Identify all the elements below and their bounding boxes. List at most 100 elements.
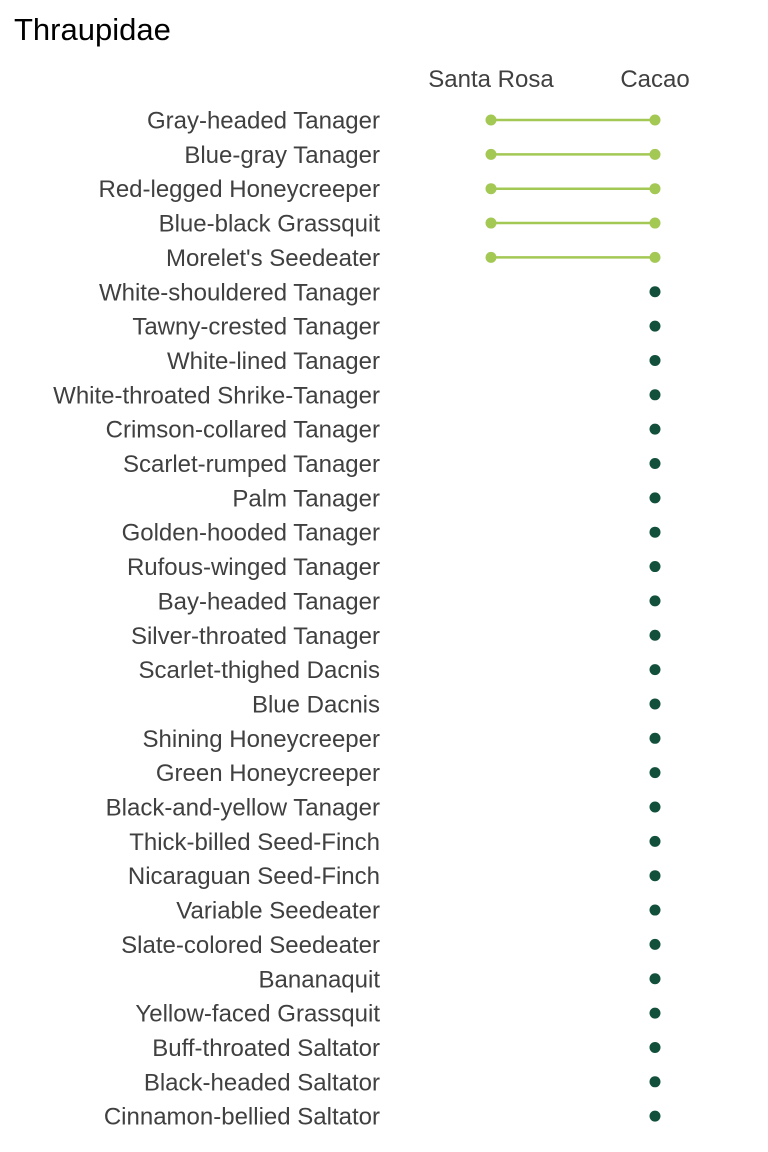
species-label: Morelet's Seedeater [166,245,380,272]
species-row-blue-gray-tanager: Blue-gray Tanager [184,142,661,169]
species-row-scarlet-thighed-dacnis: Scarlet-thighed Dacnis [139,657,661,684]
point-cacao [649,767,661,779]
species-row-red-legged-honeycreeper: Red-legged Honeycreeper [98,176,661,203]
point-cacao [649,1110,661,1122]
species-label: Blue-black Grassquit [159,211,381,238]
point-cacao [649,251,661,263]
species-row-black-headed-saltator: Black-headed Saltator [144,1069,661,1096]
species-label: Scarlet-rumped Tanager [123,451,380,478]
species-label: Bananaquit [259,966,381,993]
species-rows: Gray-headed Tanager Blue-gray Tanager Red-… [53,108,661,1131]
point-cacao [649,664,661,676]
species-row-nicaraguan-seed-finch: Nicaraguan Seed-Finch [128,863,661,890]
point-cacao [649,114,661,126]
species-row-blue-black-grassquit: Blue-black Grassquit [159,211,661,238]
point-cacao [649,801,661,813]
species-label: Golden-hooded Tanager [122,520,380,547]
species-row-scarlet-rumped-tanager: Scarlet-rumped Tanager [123,451,661,478]
species-row-white-lined-tanager: White-lined Tanager [167,348,661,375]
species-row-blue-dacnis: Blue Dacnis [252,691,661,718]
column-label-santa-rosa: Santa Rosa [428,66,554,93]
point-cacao [649,561,661,573]
point-cacao [649,595,661,607]
point-cacao [649,492,661,504]
point-santa-rosa [485,148,497,160]
chart-title: Thraupidae [14,12,171,47]
species-label: Silver-throated Tanager [131,623,380,650]
species-label: Black-headed Saltator [144,1069,380,1096]
species-label: Variable Seedeater [176,898,380,925]
species-row-buff-throated-saltator: Buff-throated Saltator [152,1035,661,1062]
point-cacao [649,870,661,882]
point-cacao [649,698,661,710]
point-cacao [649,217,661,229]
species-label: Thick-billed Seed-Finch [129,829,380,856]
species-row-crimson-collared-tanager: Crimson-collared Tanager [106,417,661,444]
species-label: Yellow-faced Grassquit [135,1001,380,1028]
species-label: White-shouldered Tanager [99,279,380,306]
point-cacao [649,835,661,847]
species-row-white-throated-shrike-tanager: White-throated Shrike-Tanager [53,382,661,409]
point-cacao [649,148,661,160]
point-cacao [649,973,661,985]
species-row-gray-headed-tanager: Gray-headed Tanager [147,108,661,135]
point-cacao [649,320,661,332]
species-label: Blue-gray Tanager [184,142,380,169]
point-santa-rosa [485,114,497,126]
species-row-shining-honeycreeper: Shining Honeycreeper [143,726,661,753]
species-label: Rufous-winged Tanager [127,554,380,581]
species-row-white-shouldered-tanager: White-shouldered Tanager [99,279,661,306]
point-cacao [649,183,661,195]
column-label-cacao: Cacao [620,66,689,93]
species-row-morelet-s-seedeater: Morelet's Seedeater [166,245,661,272]
species-row-cinnamon-bellied-saltator: Cinnamon-bellied Saltator [104,1104,661,1131]
species-label: White-throated Shrike-Tanager [53,382,380,409]
species-label: Cinnamon-bellied Saltator [104,1104,380,1131]
species-row-slate-colored-seedeater: Slate-colored Seedeater [121,932,661,959]
point-cacao [649,904,661,916]
point-santa-rosa [485,217,497,229]
species-row-thick-billed-seed-finch: Thick-billed Seed-Finch [129,829,661,856]
species-row-yellow-faced-grassquit: Yellow-faced Grassquit [135,1001,661,1028]
point-cacao [649,1076,661,1088]
species-label: Crimson-collared Tanager [106,417,380,444]
point-cacao [649,629,661,641]
species-label: Scarlet-thighed Dacnis [139,657,380,684]
species-row-bananaquit: Bananaquit [259,966,661,993]
species-row-silver-throated-tanager: Silver-throated Tanager [131,623,661,650]
species-label: Nicaraguan Seed-Finch [128,863,380,890]
species-label: White-lined Tanager [167,348,380,375]
point-cacao [649,938,661,950]
point-cacao [649,354,661,366]
species-label: Slate-colored Seedeater [121,932,380,959]
point-cacao [649,458,661,469]
point-santa-rosa [485,251,497,263]
species-label: Gray-headed Tanager [147,108,380,135]
species-label: Bay-headed Tanager [158,588,380,615]
species-label: Blue Dacnis [252,691,380,718]
species-label: Red-legged Honeycreeper [98,176,380,203]
species-row-rufous-winged-tanager: Rufous-winged Tanager [127,554,661,581]
species-row-tawny-crested-tanager: Tawny-crested Tanager [132,314,661,341]
species-label: Green Honeycreeper [156,760,380,787]
species-row-bay-headed-tanager: Bay-headed Tanager [158,588,661,615]
point-cacao [649,1007,661,1019]
species-label: Tawny-crested Tanager [132,314,380,341]
species-row-golden-hooded-tanager: Golden-hooded Tanager [122,520,661,547]
point-cacao [649,286,661,298]
point-santa-rosa [485,183,497,195]
species-row-variable-seedeater: Variable Seedeater [176,898,661,925]
species-row-palm-tanager: Palm Tanager [232,485,661,512]
species-label: Shining Honeycreeper [143,726,380,753]
point-cacao [649,732,661,744]
point-cacao [649,526,661,538]
species-label: Black-and-yellow Tanager [106,795,380,822]
point-cacao [649,389,661,401]
species-label: Buff-throated Saltator [152,1035,380,1062]
point-cacao [649,423,661,435]
point-cacao [649,1041,661,1053]
species-row-black-and-yellow-tanager: Black-and-yellow Tanager [106,795,661,822]
species-row-green-honeycreeper: Green Honeycreeper [156,760,661,787]
species-label: Palm Tanager [232,485,380,512]
